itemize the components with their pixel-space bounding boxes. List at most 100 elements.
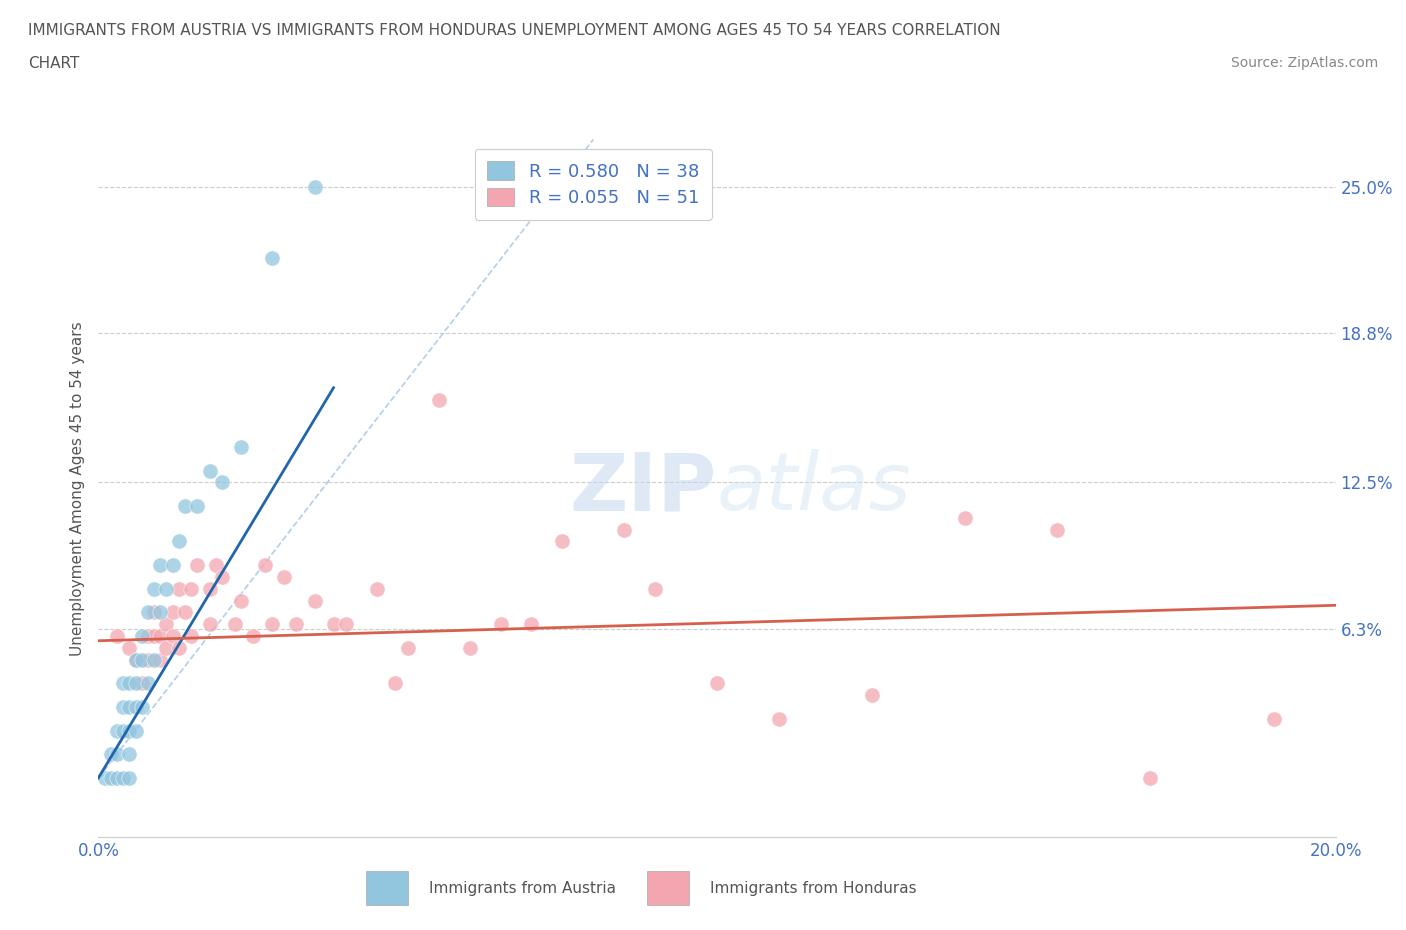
Point [273, 569, 295, 584]
Legend: R = 0.580   N = 38, R = 0.055   N = 51: R = 0.580 N = 38, R = 0.055 N = 51 [475, 149, 711, 219]
Point [118, 676, 141, 691]
Point [131, 676, 153, 691]
Point [335, 617, 357, 631]
Point [136, 604, 159, 619]
Point [149, 604, 172, 619]
Point [186, 558, 208, 573]
Point [105, 747, 128, 762]
Point [105, 629, 128, 644]
Point [198, 617, 221, 631]
Point [167, 534, 190, 549]
Point [124, 652, 146, 667]
Point [112, 699, 135, 714]
Point [118, 724, 141, 738]
Point [285, 617, 308, 631]
Point [118, 770, 141, 785]
Point [131, 652, 153, 667]
Point [860, 687, 883, 702]
Text: ZIP: ZIP [569, 449, 717, 527]
Point [143, 652, 166, 667]
Point [211, 475, 233, 490]
Point [186, 498, 208, 513]
Point [118, 747, 141, 762]
Point [167, 581, 190, 596]
Point [768, 711, 790, 726]
Text: Immigrants from Honduras: Immigrants from Honduras [710, 881, 917, 896]
Point [143, 604, 166, 619]
Point [613, 522, 636, 537]
Point [155, 641, 177, 656]
Point [458, 641, 481, 656]
Point [155, 581, 177, 596]
Point [644, 581, 666, 596]
Point [112, 724, 135, 738]
Point [174, 604, 197, 619]
Point [131, 699, 153, 714]
Point [162, 558, 184, 573]
Point [260, 617, 283, 631]
Point [149, 558, 172, 573]
Point [124, 676, 146, 691]
Point [254, 558, 277, 573]
Point [105, 770, 128, 785]
Point [100, 770, 122, 785]
Point [1263, 711, 1285, 726]
Point [136, 629, 159, 644]
Point [953, 511, 976, 525]
Point [162, 629, 184, 644]
Point [304, 593, 326, 608]
Point [520, 617, 543, 631]
Point [260, 250, 283, 265]
Point [118, 641, 141, 656]
Y-axis label: Unemployment Among Ages 45 to 54 years: Unemployment Among Ages 45 to 54 years [69, 321, 84, 656]
FancyBboxPatch shape [647, 871, 689, 905]
Point [706, 676, 728, 691]
Point [100, 747, 122, 762]
Point [143, 581, 166, 596]
Point [174, 498, 197, 513]
Point [198, 581, 221, 596]
Point [136, 652, 159, 667]
Point [180, 581, 202, 596]
Point [93, 770, 115, 785]
Point [1046, 522, 1069, 537]
Point [124, 699, 146, 714]
Point [384, 676, 406, 691]
Point [124, 724, 146, 738]
Point [427, 392, 450, 407]
Text: CHART: CHART [28, 56, 80, 71]
Point [112, 770, 135, 785]
Point [198, 463, 221, 478]
Text: Immigrants from Austria: Immigrants from Austria [429, 881, 616, 896]
Text: IMMIGRANTS FROM AUSTRIA VS IMMIGRANTS FROM HONDURAS UNEMPLOYMENT AMONG AGES 45 T: IMMIGRANTS FROM AUSTRIA VS IMMIGRANTS FR… [28, 23, 1001, 38]
Point [224, 617, 246, 631]
Point [155, 617, 177, 631]
Point [162, 604, 184, 619]
Point [304, 179, 326, 194]
Point [205, 558, 228, 573]
Point [149, 652, 172, 667]
Point [131, 629, 153, 644]
Text: atlas: atlas [717, 449, 912, 527]
Point [366, 581, 388, 596]
Point [242, 629, 264, 644]
Point [136, 676, 159, 691]
Point [105, 724, 128, 738]
Point [229, 440, 252, 455]
Point [118, 699, 141, 714]
Point [322, 617, 344, 631]
Point [229, 593, 252, 608]
FancyBboxPatch shape [366, 871, 408, 905]
Point [551, 534, 574, 549]
Point [149, 629, 172, 644]
Point [211, 569, 233, 584]
Point [180, 629, 202, 644]
Text: Source: ZipAtlas.com: Source: ZipAtlas.com [1230, 56, 1378, 70]
Point [1139, 770, 1161, 785]
Point [489, 617, 512, 631]
Point [167, 641, 190, 656]
Point [143, 629, 166, 644]
Point [124, 652, 146, 667]
Point [112, 676, 135, 691]
Point [396, 641, 419, 656]
